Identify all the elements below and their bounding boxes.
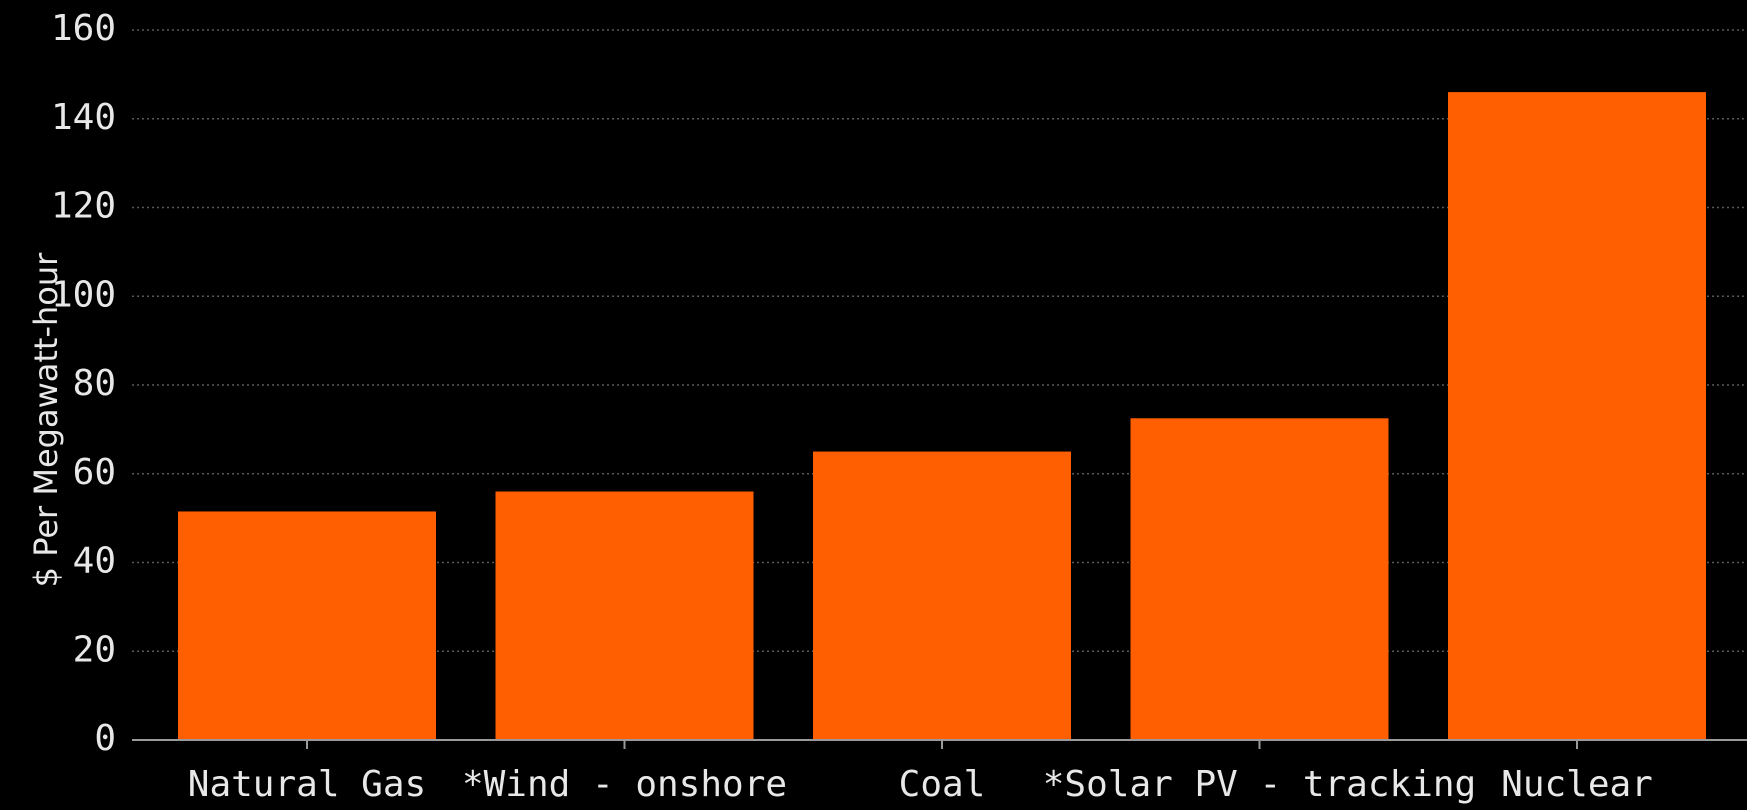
y-tick-label: 160 [51, 8, 116, 49]
y-axis-title: $ Per Megawatt-hour [27, 252, 65, 587]
y-tick-label: 100 [51, 274, 116, 315]
y-tick-label: 0 [94, 718, 116, 759]
x-tick-label: Natural Gas [188, 764, 426, 805]
x-tick-label: Nuclear [1501, 764, 1653, 805]
bar [178, 511, 436, 740]
y-tick-label: 60 [73, 452, 116, 493]
y-tick-label: 20 [73, 629, 116, 670]
y-tick-label: 140 [51, 97, 116, 138]
y-tick-label: 80 [73, 363, 116, 404]
y-tick-label: 120 [51, 186, 116, 227]
bar [495, 491, 754, 740]
bar [1130, 418, 1389, 740]
x-tick-label: *Solar PV - tracking [1043, 764, 1476, 805]
x-tick-labels: Natural Gas *Wind - onshore Coal *Solar PV … [188, 764, 1653, 805]
x-tick-label: Coal [899, 764, 986, 805]
x-axis [132, 739, 1747, 749]
bar [1448, 92, 1706, 740]
y-tick-label: 40 [73, 541, 116, 582]
x-tick-label: *Wind - onshore [462, 764, 787, 805]
bar [813, 451, 1071, 740]
bars [178, 92, 1706, 740]
y-tick-labels: 0 20 40 60 80 100 120 140 160 [51, 8, 116, 759]
